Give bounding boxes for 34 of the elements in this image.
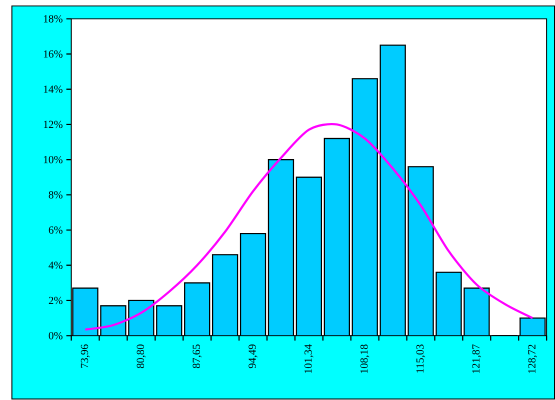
y-tick-label: 14%: [44, 86, 62, 93]
bar: [520, 317, 546, 336]
x-tick-label: 115,03: [416, 344, 426, 373]
bar: [156, 306, 182, 336]
x-tick-label: 94,49: [248, 344, 258, 368]
bar: [464, 288, 490, 336]
y-tick-label: 18%: [44, 15, 62, 22]
y-tick-label: 0%: [48, 332, 62, 340]
bar: [268, 160, 294, 336]
x-tick-label: 87,65: [192, 344, 202, 368]
bar: [240, 234, 266, 336]
x-tick-label: 128,72: [528, 344, 538, 373]
bar: [184, 282, 210, 336]
bar: [436, 272, 462, 336]
y-tick-label: 6%: [48, 226, 62, 234]
bar: [72, 288, 98, 336]
x-tick-label: 121,87: [472, 344, 482, 373]
bar: [380, 45, 406, 336]
bar: [352, 78, 378, 336]
bar: [212, 254, 238, 336]
x-tick-label: 108,18: [360, 344, 370, 373]
y-tick-label: 12%: [44, 120, 62, 128]
y-tick-label: 16%: [44, 50, 62, 58]
y-tick-label: 2%: [48, 296, 62, 304]
x-tick-label: 80,80: [136, 344, 146, 368]
y-tick-label: 10%: [44, 156, 62, 164]
bar: [324, 138, 350, 336]
line-series: [84, 122, 534, 331]
bar: [408, 166, 434, 336]
x-tick-label: 101,34: [304, 344, 314, 373]
y-tick-label: 4%: [48, 262, 62, 269]
bar: [296, 177, 322, 336]
y-tick-label: 8%: [48, 191, 62, 199]
x-tick-label: 73,96: [80, 344, 90, 368]
